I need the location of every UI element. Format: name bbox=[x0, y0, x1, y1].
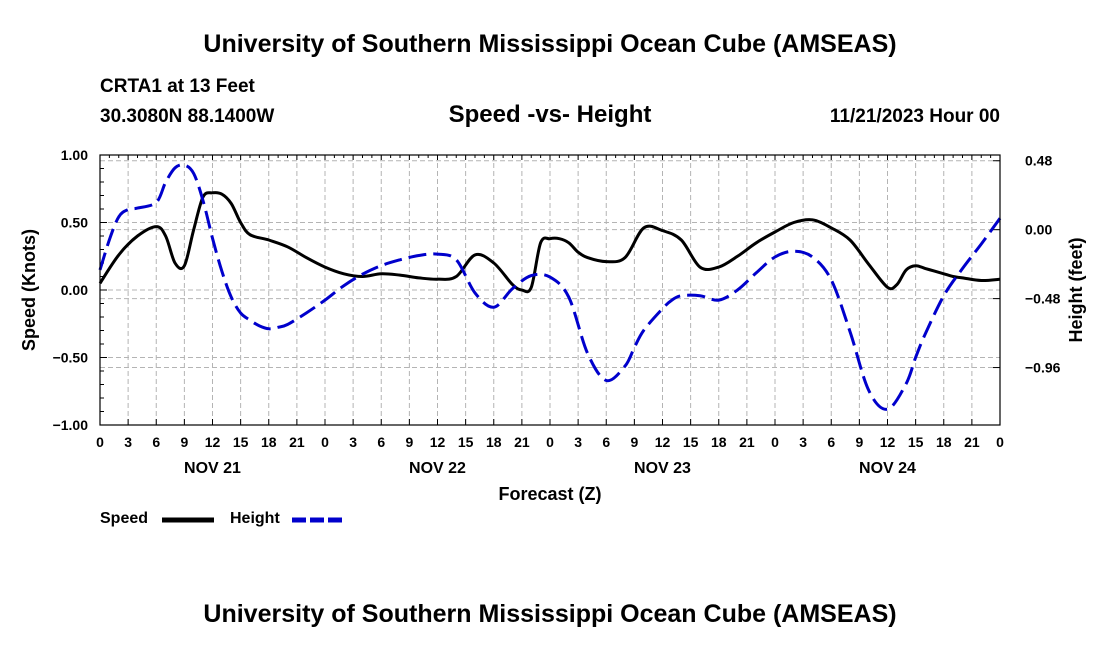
x-tick-label: 15 bbox=[683, 434, 699, 450]
x-tick-label: 12 bbox=[205, 434, 221, 450]
x-tick-label: 18 bbox=[261, 434, 277, 450]
x-tick-label: 15 bbox=[908, 434, 924, 450]
x-tick-label: 6 bbox=[152, 434, 160, 450]
x-tick-label: 18 bbox=[486, 434, 502, 450]
series-line-speed bbox=[98, 191, 1001, 294]
y2-tick-label: −0.48 bbox=[1025, 291, 1061, 307]
legend-height-label: Height bbox=[230, 510, 280, 527]
x-day-label: NOV 21 bbox=[184, 460, 241, 477]
x-tick-label: 12 bbox=[430, 434, 446, 450]
y-tick-label: 0.50 bbox=[61, 215, 88, 231]
legend-speed-label: Speed bbox=[100, 510, 149, 527]
x-day-label: NOV 23 bbox=[634, 460, 691, 477]
chart-title: Speed -vs- Height bbox=[448, 101, 652, 128]
x-tick-label: 3 bbox=[574, 434, 582, 450]
y-tick-label: −1.00 bbox=[53, 417, 89, 433]
speed-height-chart: 0 3 6 9 12 15 18 21 0 3 6 9 12 15 18 21 0 3 6 9 12 15 18 21 0 3 6 9… bbox=[19, 147, 1086, 504]
x-tick-label: 6 bbox=[602, 434, 610, 450]
x-tick-label: 9 bbox=[405, 434, 413, 450]
x-tick-label: 0 bbox=[546, 434, 554, 450]
x-tick-label: 0 bbox=[771, 434, 779, 450]
x-tick-label: 0 bbox=[996, 434, 1004, 450]
x-tick-label: 15 bbox=[233, 434, 249, 450]
station-coordinates: 30.3080N 88.1400W bbox=[100, 106, 275, 127]
y2-tick-label: 0.00 bbox=[1025, 222, 1052, 238]
y2-tick-label: −0.96 bbox=[1025, 360, 1061, 376]
legend-speed-swatch bbox=[162, 517, 214, 523]
x-tick-label: 0 bbox=[96, 434, 104, 450]
x-tick-label: 0 bbox=[321, 434, 329, 450]
x-tick-label: 21 bbox=[514, 434, 530, 450]
station-label: CRTA1 at 13 Feet bbox=[100, 76, 255, 97]
x-tick-label: 18 bbox=[711, 434, 727, 450]
x-tick-label: 9 bbox=[630, 434, 638, 450]
x-tick-label: 21 bbox=[289, 434, 305, 450]
x-tick-label: 6 bbox=[377, 434, 385, 450]
x-tick-label: 21 bbox=[964, 434, 980, 450]
x-tick-label: 3 bbox=[124, 434, 132, 450]
legend-height-swatch bbox=[292, 517, 344, 523]
x-axis-title: Forecast (Z) bbox=[498, 484, 601, 504]
y-tick-label: 0.00 bbox=[61, 282, 88, 298]
y2-tick-label: 0.48 bbox=[1025, 153, 1052, 169]
forecast-date: 11/21/2023 Hour 00 bbox=[829, 106, 1000, 127]
footer-title: University of Southern Mississippi Ocean… bbox=[203, 600, 897, 628]
x-tick-label: 18 bbox=[936, 434, 952, 450]
x-day-label: NOV 24 bbox=[859, 460, 916, 477]
y-tick-label: 1.00 bbox=[61, 147, 88, 163]
x-tick-label: 12 bbox=[655, 434, 671, 450]
y-axis-title: Speed (Knots) bbox=[19, 229, 39, 351]
y2-axis-title: Height (feet) bbox=[1066, 238, 1086, 343]
x-tick-label: 9 bbox=[180, 434, 188, 450]
x-tick-label: 9 bbox=[855, 434, 863, 450]
x-day-label: NOV 22 bbox=[409, 460, 466, 477]
page-title: University of Southern Mississippi Ocean… bbox=[203, 30, 897, 58]
x-tick-label: 12 bbox=[880, 434, 896, 450]
x-tick-label: 6 bbox=[827, 434, 835, 450]
series-line-height bbox=[98, 163, 1002, 411]
y-tick-label: −0.50 bbox=[53, 350, 89, 366]
x-tick-label: 3 bbox=[349, 434, 357, 450]
x-tick-label: 15 bbox=[458, 434, 474, 450]
x-tick-label: 21 bbox=[739, 434, 755, 450]
x-tick-label: 3 bbox=[799, 434, 807, 450]
